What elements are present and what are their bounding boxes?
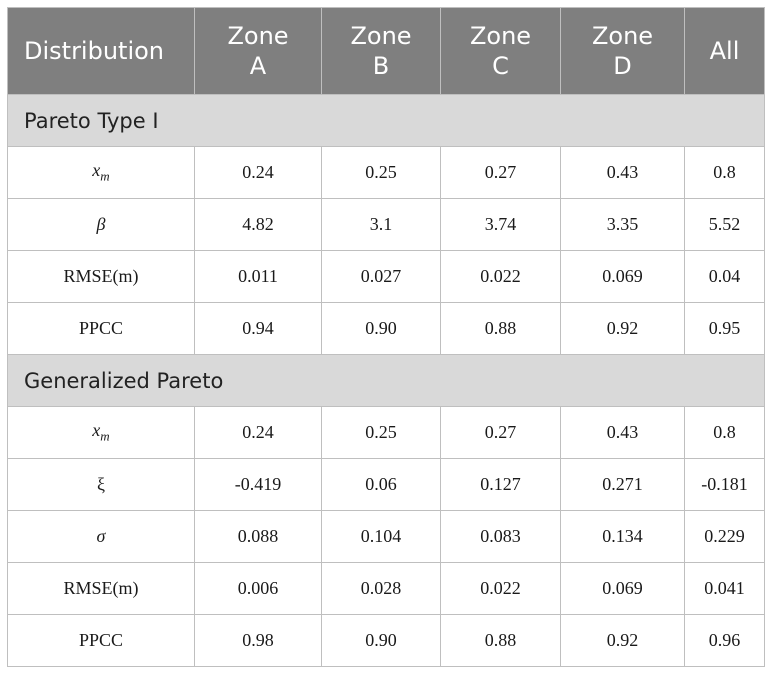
table-cell: 0.04 — [684, 250, 765, 303]
header-zone-b-line2: B — [372, 52, 390, 80]
symbol-x: x — [92, 420, 101, 441]
table-row: σ 0.088 0.104 0.083 0.134 0.229 — [7, 510, 765, 563]
table-cell: 0.94 — [194, 302, 322, 355]
table-cell: 0.27 — [440, 146, 561, 199]
header-zone-d: Zone D — [560, 7, 685, 95]
table-cell: 0.88 — [440, 614, 561, 667]
table-cell: 0.069 — [560, 250, 685, 303]
header-zone-a: Zone A — [194, 7, 322, 95]
symbol-subscript-m: m — [100, 428, 110, 444]
table-cell: 0.027 — [321, 250, 441, 303]
table-cell: 0.92 — [560, 614, 685, 667]
table-row: xm 0.24 0.25 0.27 0.43 0.8 — [7, 406, 765, 459]
header-zone-d-line2: D — [613, 52, 632, 80]
header-zone-c-line1: Zone — [469, 22, 532, 50]
table-cell: 0.8 — [684, 146, 765, 199]
table-cell: 4.82 — [194, 198, 322, 251]
table-container: Distribution Zone A Zone B Zone C Zone D All… — [7, 7, 765, 667]
table-cell: 0.022 — [440, 250, 561, 303]
header-zone-c: Zone C — [440, 7, 561, 95]
table-cell: 0.041 — [684, 562, 765, 615]
table-cell: 0.022 — [440, 562, 561, 615]
table-cell: 0.95 — [684, 302, 765, 355]
table-row: PPCC 0.94 0.90 0.88 0.92 0.95 — [7, 302, 765, 355]
section-row-generalized-pareto: Generalized Pareto — [7, 354, 765, 407]
table-cell: 0.088 — [194, 510, 322, 563]
header-zone-a-line1: Zone — [227, 22, 289, 50]
table-cell: 0.271 — [560, 458, 685, 511]
symbol-subscript-m: m — [100, 168, 110, 184]
table-row: xm 0.24 0.25 0.27 0.43 0.8 — [7, 146, 765, 199]
table-row: PPCC 0.98 0.90 0.88 0.92 0.96 — [7, 614, 765, 667]
table-cell: 0.90 — [321, 302, 441, 355]
table-cell: 0.083 — [440, 510, 561, 563]
header-distribution-label: Distribution — [24, 37, 165, 65]
row-label-sigma: σ — [7, 510, 195, 563]
row-label-rmse: RMSE(m) — [7, 250, 195, 303]
table-cell: -0.181 — [684, 458, 765, 511]
table-row: β 4.82 3.1 3.74 3.35 5.52 — [7, 198, 765, 251]
table-cell: 0.006 — [194, 562, 322, 615]
table-cell: 0.028 — [321, 562, 441, 615]
header-zone-c-line2: C — [492, 52, 509, 80]
header-row: Distribution Zone A Zone B Zone C Zone D All — [7, 7, 765, 95]
row-label-xi: ξ — [7, 458, 195, 511]
header-zone-b: Zone B — [321, 7, 441, 95]
table-cell: 0.229 — [684, 510, 765, 563]
row-label-xm: xm — [7, 146, 195, 199]
table-cell: 0.011 — [194, 250, 322, 303]
section-title: Generalized Pareto — [7, 354, 765, 407]
table-cell: 0.98 — [194, 614, 322, 667]
distribution-parameters-table: Distribution Zone A Zone B Zone C Zone D All… — [7, 7, 765, 667]
table-cell: 0.25 — [321, 406, 441, 459]
table-cell: 0.134 — [560, 510, 685, 563]
header-zone-b-line1: Zone — [350, 22, 412, 50]
row-label-beta: β — [7, 198, 195, 251]
table-cell: 3.35 — [560, 198, 685, 251]
row-label-xm: xm — [7, 406, 195, 459]
table-cell: 0.90 — [321, 614, 441, 667]
header-zone-a-line2: A — [249, 52, 267, 80]
table-cell: 0.24 — [194, 146, 322, 199]
header-zone-d-line1: Zone — [591, 22, 654, 50]
table-cell: 0.069 — [560, 562, 685, 615]
table-cell: 0.27 — [440, 406, 561, 459]
row-label-ppcc: PPCC — [7, 614, 195, 667]
table-cell: 0.92 — [560, 302, 685, 355]
table-cell: 3.1 — [321, 198, 441, 251]
table-cell: 0.24 — [194, 406, 322, 459]
row-label-rmse: RMSE(m) — [7, 562, 195, 615]
header-distribution: Distribution — [7, 7, 195, 95]
table-cell: 0.96 — [684, 614, 765, 667]
table-cell: 0.25 — [321, 146, 441, 199]
table-row: RMSE(m) 0.006 0.028 0.022 0.069 0.041 — [7, 562, 765, 615]
table-cell: 0.43 — [560, 406, 685, 459]
table-body: Pareto Type I xm 0.24 0.25 0.27 0.43 0.8… — [7, 94, 765, 667]
table-row: ξ -0.419 0.06 0.127 0.271 -0.181 — [7, 458, 765, 511]
section-title: Pareto Type I — [7, 94, 765, 147]
table-row: RMSE(m) 0.011 0.027 0.022 0.069 0.04 — [7, 250, 765, 303]
table-cell: 0.8 — [684, 406, 765, 459]
header-all-label: All — [709, 37, 740, 65]
row-label-ppcc: PPCC — [7, 302, 195, 355]
table-cell: -0.419 — [194, 458, 322, 511]
symbol-x: x — [92, 160, 101, 181]
table-cell: 0.43 — [560, 146, 685, 199]
table-header: Distribution Zone A Zone B Zone C Zone D All — [7, 7, 765, 95]
table-cell: 0.104 — [321, 510, 441, 563]
section-row-pareto-type-1: Pareto Type I — [7, 94, 765, 147]
table-cell: 0.88 — [440, 302, 561, 355]
table-cell: 3.74 — [440, 198, 561, 251]
header-all: All — [684, 7, 765, 95]
table-cell: 5.52 — [684, 198, 765, 251]
table-cell: 0.127 — [440, 458, 561, 511]
table-cell: 0.06 — [321, 458, 441, 511]
